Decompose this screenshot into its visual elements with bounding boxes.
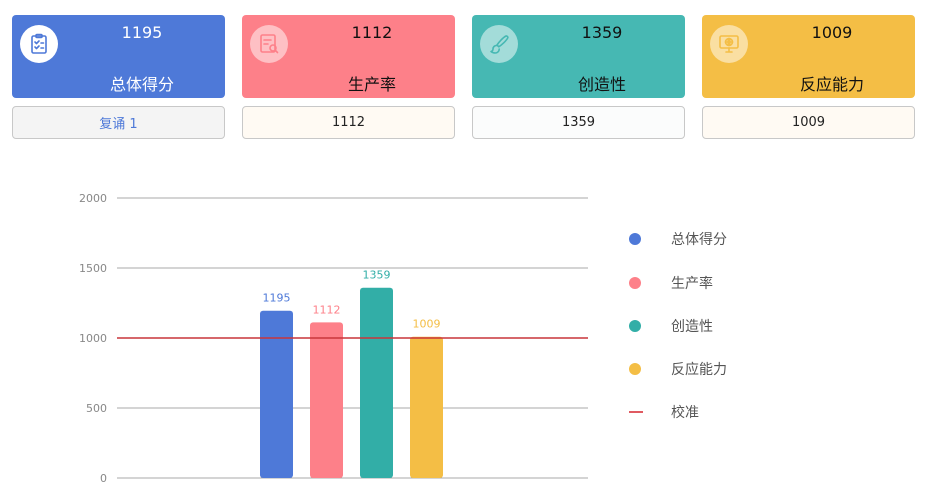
bar[interactable] (410, 336, 443, 478)
bar[interactable] (310, 322, 343, 478)
bar[interactable] (260, 310, 293, 478)
card-value: 1359 (581, 23, 623, 42)
clipboard-check-icon (20, 25, 58, 63)
legend-item[interactable]: 反应能力 (629, 361, 727, 378)
card-creativity[interactable]: 1359 创造性 (472, 15, 685, 98)
legend-label: 总体得分 (671, 232, 727, 248)
creativity-value-box: 1359 (472, 106, 685, 139)
brush-icon (480, 25, 518, 63)
recite-button[interactable]: 复诵 1 (12, 106, 225, 139)
productivity-value-box: 1112 (242, 106, 455, 139)
card-label: 总体得分 (109, 75, 174, 94)
y-tick-label: 1000 (79, 332, 107, 345)
list-search-icon (250, 25, 288, 63)
card-value: 1195 (121, 23, 163, 42)
legend-label: 反应能力 (671, 362, 727, 378)
legend-marker (629, 233, 641, 245)
card-productivity[interactable]: 1112 生产率 (242, 15, 455, 98)
y-tick-label: 2000 (79, 192, 107, 205)
legend-item[interactable]: 总体得分 (629, 231, 727, 248)
card-label: 生产率 (347, 75, 396, 94)
legend-marker (629, 277, 641, 289)
bar-value-label: 1195 (263, 292, 291, 305)
legend-marker (629, 411, 643, 413)
bar-value-label: 1359 (363, 269, 391, 282)
responsiveness-value-box: 1009 (702, 106, 915, 139)
card-value: 1009 (811, 23, 853, 42)
y-tick-label: 1500 (79, 262, 107, 275)
chart-bars: 1195 1112 1359 1009 (260, 269, 443, 478)
legend-label: 生产率 (671, 276, 713, 292)
monitor-globe-icon (710, 25, 748, 63)
legend-marker (629, 320, 641, 332)
card-overall-score[interactable]: 1195 总体得分 (12, 15, 225, 98)
y-tick-label: 500 (86, 402, 107, 415)
card-label: 反应能力 (799, 75, 864, 94)
legend-item[interactable]: 校准 (629, 404, 699, 421)
bar[interactable] (360, 287, 393, 478)
bar-value-label: 1112 (313, 303, 341, 316)
legend-item[interactable]: 生产率 (629, 275, 713, 292)
card-responsiveness[interactable]: 1009 反应能力 (702, 15, 915, 98)
bar-value-label: 1009 (413, 318, 441, 331)
legend-item[interactable]: 创造性 (629, 318, 713, 335)
legend-label: 校准 (671, 405, 699, 421)
y-tick-label: 0 (100, 472, 107, 485)
legend-marker (629, 363, 641, 375)
card-label: 创造性 (577, 75, 626, 94)
legend-label: 创造性 (671, 319, 713, 335)
score-bar-chart: 0 500 1000 1500 2000 1195 1112 1359 1009 (79, 192, 588, 485)
card-value: 1112 (351, 23, 393, 42)
